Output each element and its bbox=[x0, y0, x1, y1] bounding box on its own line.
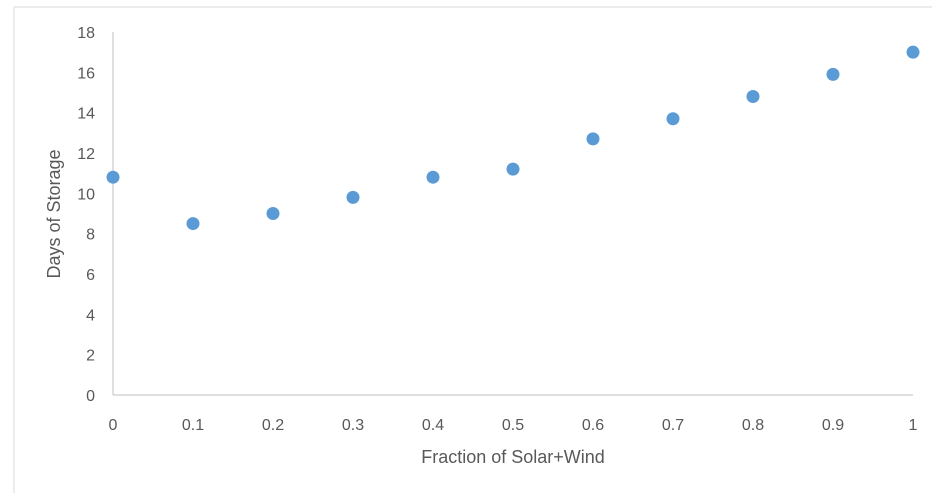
y-axis-ticks: 0 2 4 6 8 10 12 14 16 18 bbox=[77, 25, 95, 405]
y-tick-label: 2 bbox=[86, 348, 95, 365]
x-tick-label: 1 bbox=[909, 417, 918, 434]
y-tick-label: 18 bbox=[77, 25, 95, 42]
y-tick-label: 8 bbox=[86, 227, 95, 244]
x-axis-title: Fraction of Solar+Wind bbox=[421, 447, 605, 467]
data-point bbox=[666, 112, 680, 126]
data-points bbox=[106, 45, 920, 231]
x-axis-ticks: 0 0.1 0.2 0.3 0.4 0.5 0.6 0.7 0.8 0.9 1 bbox=[109, 417, 918, 434]
data-point bbox=[106, 170, 120, 184]
data-point bbox=[506, 162, 520, 176]
data-point bbox=[186, 217, 200, 231]
x-tick-label: 0.1 bbox=[182, 417, 204, 434]
x-tick-label: 0.7 bbox=[662, 417, 684, 434]
y-tick-label: 14 bbox=[77, 106, 95, 123]
y-tick-label: 0 bbox=[86, 388, 95, 405]
x-tick-label: 0.6 bbox=[582, 417, 604, 434]
x-tick-label: 0.4 bbox=[422, 417, 444, 434]
y-axis-title: Days of Storage bbox=[44, 149, 64, 278]
x-tick-label: 0 bbox=[109, 417, 118, 434]
y-tick-label: 6 bbox=[86, 267, 95, 284]
data-point bbox=[586, 132, 600, 146]
x-tick-label: 0.8 bbox=[742, 417, 764, 434]
data-point bbox=[906, 45, 920, 59]
x-tick-label: 0.5 bbox=[502, 417, 524, 434]
data-point bbox=[826, 67, 840, 81]
y-tick-label: 10 bbox=[77, 186, 95, 203]
data-point bbox=[346, 190, 360, 204]
x-tick-label: 0.2 bbox=[262, 417, 284, 434]
y-tick-label: 16 bbox=[77, 65, 95, 82]
y-tick-label: 4 bbox=[86, 307, 95, 324]
data-point bbox=[426, 170, 440, 184]
y-tick-label: 12 bbox=[77, 146, 95, 163]
data-point bbox=[746, 90, 760, 104]
x-tick-label: 0.3 bbox=[342, 417, 364, 434]
x-tick-label: 0.9 bbox=[822, 417, 844, 434]
data-point bbox=[266, 207, 280, 220]
